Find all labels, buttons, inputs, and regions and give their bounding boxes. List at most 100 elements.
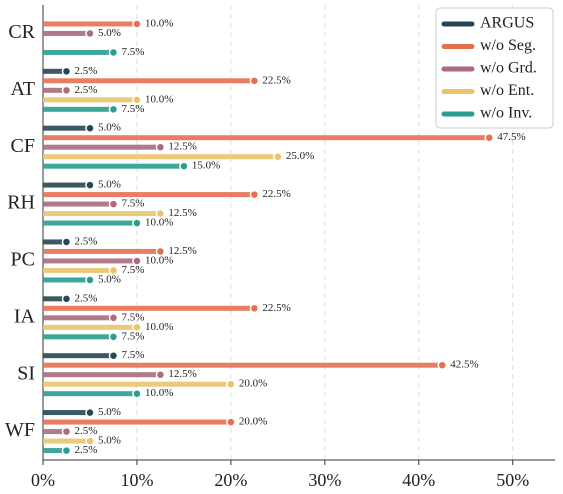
x-tick-label: 50% — [496, 470, 529, 490]
bar-end — [226, 417, 236, 427]
bar-end — [249, 303, 260, 314]
bar-end — [132, 256, 142, 266]
bar-end — [108, 47, 119, 58]
bar-end — [61, 237, 72, 247]
data-label: 7.5% — [121, 349, 144, 361]
data-label: 22.5% — [262, 188, 290, 200]
legend-label: w/o Seg. — [480, 37, 536, 54]
bar — [43, 106, 114, 112]
bar-end — [61, 445, 72, 456]
data-label: 2.5% — [74, 235, 97, 247]
data-label: 10.0% — [145, 93, 173, 105]
bar — [43, 438, 90, 444]
data-label: 15.0% — [192, 160, 220, 172]
bar-end — [155, 369, 166, 380]
data-label: 7.5% — [121, 103, 144, 115]
bar — [43, 49, 114, 55]
bar — [43, 182, 90, 188]
bar — [43, 381, 231, 387]
x-tick-label: 30% — [308, 470, 341, 490]
legend-label: w/o Grd. — [480, 60, 537, 77]
bar-end — [85, 28, 95, 39]
bar-end — [61, 294, 72, 304]
bar — [43, 125, 90, 131]
data-label: 25.0% — [286, 150, 314, 162]
data-label: 2.5% — [74, 84, 97, 96]
bar-end — [155, 208, 166, 219]
data-label: 10.0% — [145, 217, 173, 229]
bar-end — [484, 132, 494, 143]
data-label: 5.0% — [98, 273, 121, 285]
x-tick-label: 20% — [214, 470, 247, 490]
data-label: 47.5% — [497, 131, 525, 143]
data-label: 12.5% — [168, 245, 196, 257]
x-tick-label: 10% — [120, 470, 153, 490]
bar-end — [132, 19, 142, 29]
bar — [43, 324, 137, 330]
bar — [43, 429, 67, 435]
legend-label: ARGUS — [480, 15, 534, 32]
y-tick-label: PC — [11, 249, 35, 271]
bar — [43, 362, 443, 368]
bar-end — [108, 104, 119, 115]
bar — [43, 277, 90, 283]
bar — [43, 68, 67, 74]
data-label: 2.5% — [74, 444, 97, 456]
bar — [43, 419, 231, 425]
bar — [43, 391, 137, 397]
bar — [43, 201, 114, 207]
data-label: 20.0% — [239, 378, 267, 390]
y-tick-label: IA — [14, 305, 36, 327]
data-label: 2.5% — [74, 65, 97, 77]
bar — [43, 315, 114, 321]
bar — [43, 248, 161, 254]
data-label: 5.0% — [98, 406, 121, 418]
y-tick-label: CR — [8, 21, 35, 43]
bar — [43, 30, 90, 36]
data-label: 10.0% — [145, 321, 173, 333]
legend-box — [435, 7, 554, 129]
bar-end — [61, 66, 72, 77]
bar — [43, 334, 114, 340]
bar-end — [226, 379, 236, 389]
bar — [43, 211, 161, 217]
bar-end — [437, 360, 448, 370]
bar-end — [249, 189, 260, 200]
data-label: 20.0% — [239, 416, 267, 428]
bar — [43, 239, 67, 245]
data-label: 42.5% — [450, 359, 478, 371]
bar-end — [85, 180, 95, 190]
bar — [43, 135, 490, 141]
bar — [43, 87, 67, 93]
y-tick-label: AT — [11, 78, 35, 100]
bar — [43, 305, 255, 311]
legend-label: w/o Inv. — [480, 105, 532, 122]
bar-end — [179, 161, 189, 171]
data-label: 10.0% — [145, 387, 173, 399]
data-label: 5.0% — [98, 179, 121, 191]
bar-end — [85, 407, 95, 418]
bar-end — [108, 332, 119, 342]
bar — [43, 448, 67, 454]
bar-end — [273, 151, 283, 162]
bar — [43, 353, 114, 359]
bar — [43, 410, 90, 416]
bar-end — [132, 218, 142, 228]
x-tick-label: 40% — [402, 470, 435, 490]
bar-end — [85, 123, 95, 133]
bar-end — [132, 388, 142, 399]
data-label: 12.5% — [168, 141, 196, 153]
bar — [43, 154, 278, 160]
bar-end — [108, 199, 119, 209]
data-label: 10.0% — [145, 254, 173, 266]
bar-end — [108, 350, 119, 361]
bar-end — [155, 246, 166, 257]
bar-end — [108, 265, 119, 276]
bar-end — [249, 76, 260, 86]
y-tick-label: SI — [17, 362, 35, 384]
bar — [43, 144, 161, 150]
bar-end — [132, 322, 142, 333]
data-label: 7.5% — [121, 311, 144, 323]
bar-end — [85, 436, 95, 446]
